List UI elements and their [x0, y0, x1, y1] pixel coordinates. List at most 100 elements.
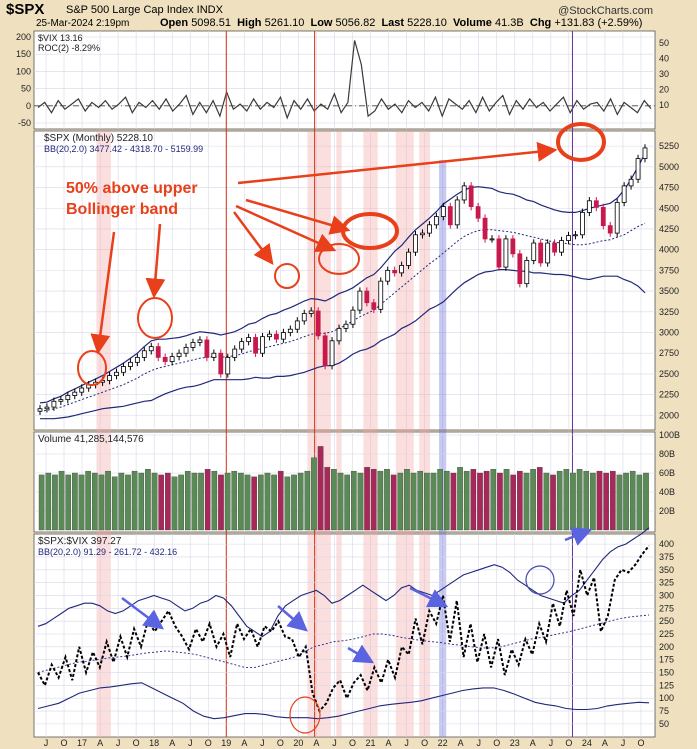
x-tick-label: J — [476, 738, 481, 748]
x-tick-label: A — [530, 738, 536, 748]
volume-bar — [517, 470, 523, 531]
y-tick-label: 60B — [659, 468, 675, 478]
volume-bar — [483, 470, 490, 531]
ratio-circle-low — [289, 696, 321, 734]
candle-body — [65, 395, 71, 401]
x-tick-label: J — [188, 738, 193, 748]
volume-bar — [317, 446, 324, 531]
volume-bar — [125, 474, 131, 531]
annotation-arrow — [245, 198, 351, 235]
annotation-circle — [341, 212, 399, 250]
candle-body — [385, 269, 391, 282]
candle-body — [225, 356, 231, 375]
x-tick-label: J — [44, 738, 49, 748]
x-tick-label: O — [637, 738, 644, 748]
candle-body — [128, 361, 133, 367]
candle-body — [461, 185, 467, 201]
volume-bar — [38, 474, 45, 531]
y-tick-label: 150 — [16, 49, 31, 59]
x-tick-label: O — [349, 738, 356, 748]
x-tick-label: A — [313, 738, 319, 748]
y-tick-label: 225 — [659, 629, 674, 639]
annotation-circle — [318, 243, 360, 275]
x-tick-label: J — [260, 738, 265, 748]
volume-bar — [65, 474, 72, 531]
candle-body — [503, 238, 509, 268]
volume-bar — [616, 474, 623, 531]
x-tick-label: O — [133, 738, 140, 748]
volume-bar — [111, 476, 118, 531]
volume-bar — [576, 469, 583, 531]
x-tick-label: A — [241, 738, 247, 748]
y-tick-label: 375 — [659, 552, 674, 562]
volume-bar — [171, 476, 178, 531]
x-tick-label: J — [549, 738, 554, 748]
volume-bar — [218, 474, 224, 531]
volume-bar — [145, 469, 151, 531]
volume-bar — [118, 472, 125, 531]
volume-bar — [430, 472, 437, 531]
volume-bar — [596, 470, 603, 531]
volume-bar — [610, 470, 616, 531]
x-tick-label: O — [277, 738, 284, 748]
volume-bar — [271, 474, 277, 531]
right-tick-label: 30 — [659, 69, 669, 79]
volume-bar — [397, 472, 404, 531]
volume-bar — [331, 469, 337, 531]
candle-body — [371, 302, 377, 310]
y-tick-label: 2000 — [659, 410, 679, 420]
x-tick-label: J — [621, 738, 626, 748]
volume-bar — [510, 474, 516, 531]
candle-body — [246, 337, 252, 343]
chg-label: Chg — [529, 17, 552, 29]
ratio-arrow — [409, 586, 449, 608]
ratio-arrow — [277, 605, 308, 632]
highlight-band — [439, 160, 447, 737]
volume-bar — [503, 469, 510, 531]
candle-body — [72, 391, 78, 396]
candle-body — [642, 147, 648, 159]
y-tick-label: 200 — [16, 32, 31, 42]
annotation-arrow — [237, 141, 558, 185]
candle-body — [357, 290, 363, 311]
x-tick-label: 21 — [366, 738, 376, 748]
candle-body — [621, 185, 627, 203]
ratio-arrow — [121, 597, 164, 630]
volume-bar — [58, 470, 65, 531]
candle-body — [392, 269, 398, 274]
volume-bar — [490, 469, 497, 531]
candle-body — [134, 356, 140, 363]
x-tick-label: O — [493, 738, 500, 748]
candle-body — [294, 320, 300, 330]
x-tick-label: J — [116, 738, 121, 748]
candle-body — [162, 356, 168, 362]
volume-bar — [277, 470, 284, 531]
volume-bar — [424, 472, 430, 531]
candle-body — [260, 336, 265, 354]
x-tick-label: O — [61, 738, 68, 748]
right-tick-label: 20 — [659, 85, 669, 95]
volume-bar — [198, 472, 204, 531]
candle-body — [141, 350, 147, 358]
y-tick-label: 80B — [659, 449, 675, 459]
volume-bar — [297, 472, 304, 531]
volume-bar — [370, 469, 377, 531]
candle-body — [197, 339, 203, 343]
y-tick-label: 100B — [659, 430, 680, 440]
volume-bar — [590, 472, 596, 531]
candle-body — [343, 323, 349, 329]
volume-bar — [178, 474, 184, 531]
low-label: Low — [310, 17, 333, 29]
y-tick-label: 4250 — [659, 224, 679, 234]
highlight-band — [336, 131, 342, 737]
high-label: High — [237, 17, 262, 29]
volume-bar — [350, 470, 357, 531]
candle-body — [475, 206, 481, 219]
y-tick-label: 275 — [659, 603, 674, 613]
y-tick-label: 350 — [659, 565, 674, 575]
candle-body — [420, 232, 425, 236]
x-tick-label: 24 — [582, 738, 592, 748]
candle-body — [545, 242, 551, 264]
volume-bar — [211, 470, 218, 531]
